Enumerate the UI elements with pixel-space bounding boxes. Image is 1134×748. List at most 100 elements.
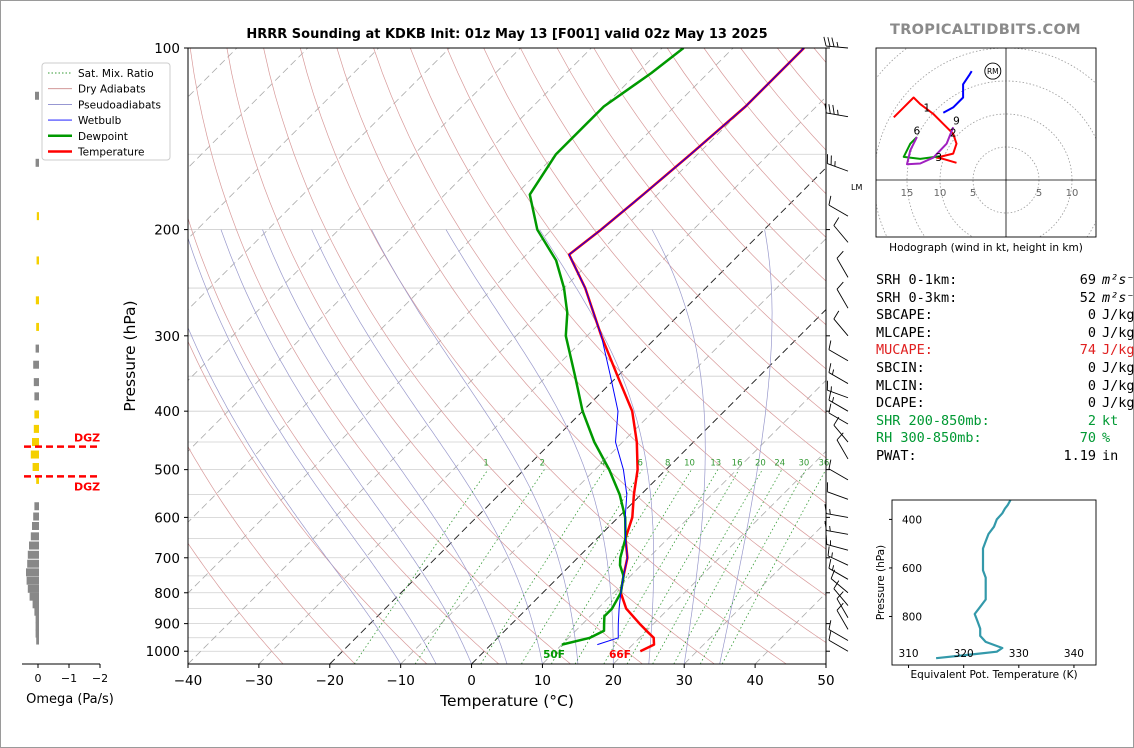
param-value: 74 bbox=[1079, 342, 1096, 359]
y-tick-label: 400 bbox=[154, 404, 180, 420]
omega-bar bbox=[35, 615, 39, 624]
wind-barb bbox=[830, 569, 849, 594]
legend: Sat. Mix. Ratio Dry Adiabats Pseudoadiabat… bbox=[41, 62, 171, 161]
y-tick-label: 700 bbox=[154, 551, 180, 567]
omega-bar bbox=[26, 576, 39, 585]
y-tick-label: 500 bbox=[154, 463, 180, 479]
dry-adiabat bbox=[188, 542, 284, 664]
param-unit: J/kg bbox=[1102, 342, 1134, 359]
mixing-ratio-line bbox=[699, 469, 807, 664]
hodo-trace bbox=[942, 70, 973, 114]
omega-bar bbox=[30, 532, 39, 541]
omega-panel: 0 −1 −2 Omega (Pa/s) DGZ DGZ bbox=[22, 91, 114, 707]
y-tick-label: 300 bbox=[154, 329, 180, 345]
wind-barb bbox=[828, 620, 849, 641]
mixing-ratio-line bbox=[521, 469, 643, 664]
wind-barb bbox=[826, 482, 849, 500]
omega-bar bbox=[27, 550, 39, 559]
param-label: SBCIN: bbox=[876, 359, 925, 376]
omega-bar bbox=[27, 559, 39, 568]
mixing-ratio-line bbox=[626, 469, 740, 664]
omega-bar bbox=[30, 450, 39, 459]
theta-e-x-tick-label: 340 bbox=[1064, 648, 1084, 660]
omega-bar bbox=[32, 438, 39, 447]
mixing-ratio-line bbox=[414, 469, 545, 664]
mixing-ratio-label: 16 bbox=[732, 459, 743, 469]
param-row: DCAPE: 0 J/kg bbox=[876, 395, 1134, 413]
param-row: SBCAPE: 0 J/kg bbox=[876, 307, 1134, 325]
mixing-ratio-line bbox=[353, 469, 489, 664]
x-tick-label: −10 bbox=[386, 673, 415, 689]
param-row: SRH 0-3km: 52 m²s⁻² bbox=[876, 290, 1134, 308]
x-tick-label: 30 bbox=[676, 673, 693, 689]
hodo-tick-label: 10 bbox=[934, 188, 947, 199]
omega-bar bbox=[35, 622, 39, 631]
legend-label: Dry Adiabats bbox=[78, 84, 146, 96]
wind-barb bbox=[827, 546, 849, 566]
x-tick-label: 10 bbox=[534, 673, 551, 689]
param-label: DCAPE: bbox=[876, 395, 925, 412]
dgz-label: DGZ bbox=[74, 432, 100, 445]
dry-adiabat bbox=[373, 48, 826, 596]
wind-barb bbox=[828, 630, 849, 652]
skewt-axes-frame bbox=[187, 47, 827, 665]
omega-bar bbox=[35, 629, 39, 638]
omega-tick-label: −2 bbox=[92, 672, 108, 685]
theta-e-y-tick-label: 400 bbox=[902, 514, 922, 526]
param-label: SHR 200-850mb: bbox=[876, 412, 990, 429]
wind-barb bbox=[824, 521, 849, 535]
omega-bar bbox=[36, 636, 39, 645]
omega-tick-label: 0 bbox=[35, 672, 42, 685]
omega-bar bbox=[36, 322, 39, 331]
param-label: MLCIN: bbox=[876, 377, 925, 394]
pseudoadiabat bbox=[719, 229, 773, 664]
y-tick-label: 900 bbox=[154, 617, 180, 633]
isotherm-minus20 bbox=[329, 167, 826, 664]
wind-barb bbox=[828, 459, 849, 481]
dry-adiabat bbox=[226, 48, 643, 664]
mixing-ratio-label: 24 bbox=[774, 459, 785, 469]
mixing-ratio-line bbox=[550, 469, 671, 664]
hodograph-frame bbox=[875, 47, 1097, 238]
param-row: MUCAPE: 74 J/kg bbox=[876, 342, 1134, 360]
dry-adiabat bbox=[189, 48, 571, 664]
theta-e-frame bbox=[891, 499, 1097, 666]
hodo-height-label: 9 bbox=[953, 116, 960, 128]
x-tick-label: −20 bbox=[316, 673, 345, 689]
param-value: 0 bbox=[1087, 307, 1096, 324]
hodograph-title: Hodograph (wind in kt, height in km) bbox=[889, 242, 1083, 254]
pseudoadiabat bbox=[220, 229, 472, 664]
y-tick-label: 1000 bbox=[146, 644, 180, 660]
hodo-height-label: 3 bbox=[935, 152, 942, 164]
dry-adiabat bbox=[593, 48, 826, 326]
wind-barb bbox=[836, 432, 849, 460]
omega-tick-label: −1 bbox=[61, 672, 77, 685]
omega-bar bbox=[29, 592, 39, 601]
param-row: SBCIN: 0 J/kg bbox=[876, 360, 1134, 378]
omega-bar bbox=[26, 568, 39, 577]
param-unit: J/kg bbox=[1102, 377, 1134, 394]
x-tick-label: 0 bbox=[467, 673, 476, 689]
omega-bar bbox=[36, 256, 39, 265]
wind-barb bbox=[836, 281, 849, 309]
param-unit: m²s⁻² bbox=[1102, 289, 1134, 306]
isotherm bbox=[258, 96, 826, 664]
dry-adiabat bbox=[336, 48, 826, 644]
theta-e-panel: 400 600 800 310 320 330 340 Equivalent Pot. Tem… bbox=[875, 499, 1097, 681]
theta-e-x-label: Equivalent Pot. Temperature (K) bbox=[910, 669, 1077, 681]
wind-barb bbox=[824, 103, 849, 118]
hodo-height-label: 2 bbox=[950, 127, 957, 139]
storm-motion-marker bbox=[984, 62, 1002, 80]
param-unit: J/kg bbox=[1102, 395, 1134, 412]
param-unit: J/kg bbox=[1102, 324, 1134, 341]
omega-bar bbox=[35, 158, 39, 167]
wind-barb bbox=[836, 250, 849, 278]
mixing-ratio-label: 1 bbox=[483, 459, 488, 469]
hodo-tick-label: 5 bbox=[1036, 188, 1042, 199]
wind-barb bbox=[833, 580, 849, 606]
legend-label: Dewpoint bbox=[78, 131, 128, 143]
surface-dewpoint-label: 50F bbox=[543, 649, 565, 661]
param-value: 0 bbox=[1087, 395, 1096, 412]
theta-e-profile bbox=[935, 499, 1012, 660]
legend-label: Sat. Mix. Ratio bbox=[78, 68, 154, 80]
